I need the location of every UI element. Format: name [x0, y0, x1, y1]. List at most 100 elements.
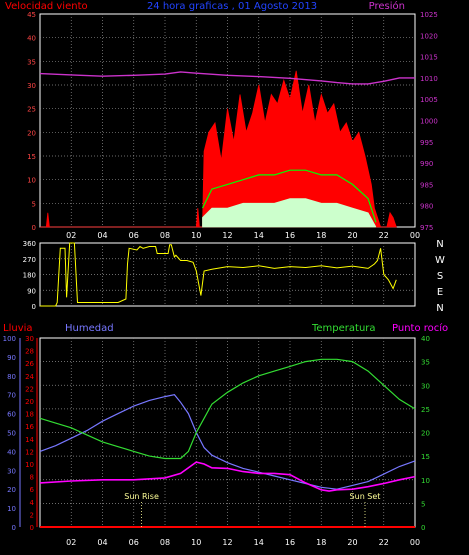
- direction-axis-tick: 270: [23, 256, 36, 264]
- wind-axis-tick: 45: [27, 11, 36, 19]
- temp-panel-x-tick: 22: [379, 538, 389, 547]
- temperature-axis-tick: 40: [421, 335, 430, 343]
- compass-letter: W: [435, 255, 445, 266]
- pressure-axis-tick: 995: [420, 139, 433, 147]
- pressure-axis-tick: 985: [420, 181, 433, 189]
- humidity-line: [39, 394, 416, 490]
- wind-panel-x-tick: 02: [66, 231, 76, 240]
- wind-direction-line: [40, 242, 397, 307]
- temp-panel-x-tick: 02: [66, 538, 76, 547]
- pressure-axis-tick: 1015: [420, 54, 438, 62]
- wind-panel-x-tick: 12: [222, 231, 232, 240]
- rain-axis-tick: 10: [25, 461, 34, 469]
- temp-panel-x-tick: 14: [254, 538, 264, 547]
- pressure-axis-tick: 1020: [420, 32, 438, 40]
- wind-panel-x-tick: 06: [129, 231, 139, 240]
- direction-axis-tick: 0: [32, 303, 36, 311]
- pressure-axis-tick: 980: [420, 203, 433, 211]
- humidity-axis-tick: 80: [7, 373, 16, 381]
- humidity-axis-tick: 30: [7, 467, 16, 475]
- wind-axis-tick: 5: [32, 200, 36, 208]
- humidity-axis-tick: 100: [3, 335, 16, 343]
- header-title: 24 hora graficas , 01 Agosto 2013: [147, 1, 317, 12]
- rain-axis-tick: 28: [25, 348, 34, 356]
- wind-axis-tick: 10: [27, 177, 36, 185]
- pressure-axis-tick: 1010: [420, 75, 438, 83]
- wind-axis-tick: 35: [27, 58, 36, 66]
- rain-axis-tick: 26: [25, 360, 34, 368]
- temp-panel-x-tick: 06: [129, 538, 139, 547]
- temp-panel-x-tick: 10: [191, 538, 201, 547]
- wind-panel-x-tick: 00: [410, 231, 420, 240]
- humidity-axis-tick: 0: [12, 524, 16, 532]
- wind-axis-tick: 25: [27, 106, 36, 114]
- temperature-axis-tick: 20: [421, 430, 430, 438]
- rain-axis-tick: 20: [25, 398, 34, 406]
- humidity-axis-tick: 10: [7, 505, 16, 513]
- dewpoint-line: [39, 461, 416, 492]
- wind-panel-x-tick: 16: [285, 231, 295, 240]
- temperature-axis-tick: 5: [421, 500, 425, 508]
- humidity-axis-tick: 20: [7, 486, 16, 494]
- humidity-axis-tick: 90: [7, 354, 16, 362]
- rain-axis-tick: 16: [25, 423, 34, 431]
- wind-panel-x-tick: 04: [97, 231, 107, 240]
- rain-axis-tick: 24: [25, 373, 34, 381]
- pressure-axis-tick: 1000: [420, 118, 438, 126]
- humidity-axis-tick: 60: [7, 411, 16, 419]
- pressure-axis-tick: 1005: [420, 96, 438, 104]
- wind-axis-tick: 15: [27, 153, 36, 161]
- wind-axis-tick: 20: [27, 129, 36, 137]
- gust-average-line: [201, 169, 377, 223]
- pressure-axis-tick: 975: [420, 224, 433, 232]
- direction-axis-tick: 360: [23, 240, 36, 248]
- humidity-axis-tick: 50: [7, 430, 16, 438]
- rain-axis-tick: 12: [25, 448, 34, 456]
- temperature-label: Temperatura: [311, 323, 376, 334]
- wind-panel-x-tick: 22: [379, 231, 389, 240]
- compass-letter: E: [437, 287, 443, 298]
- direction-axis-tick: 180: [23, 272, 36, 280]
- wind-panel-x-tick: 14: [254, 231, 264, 240]
- rain-axis-tick: 6: [30, 486, 35, 494]
- rain-axis-tick: 14: [25, 436, 34, 444]
- humidity-axis-tick: 40: [7, 448, 16, 456]
- sun-rise-label: Sun Rise: [124, 492, 159, 501]
- wind-axis-tick: 40: [27, 35, 36, 43]
- header-pressure-label: Presión: [369, 0, 405, 12]
- temperature-line: [39, 358, 416, 460]
- wind-axis-tick: 0: [32, 224, 36, 232]
- rain-label: Lluvia: [3, 323, 33, 334]
- wind-average-area: [202, 198, 377, 228]
- rain-axis-tick: 30: [25, 335, 34, 343]
- wind-panel-x-tick: 08: [160, 231, 170, 240]
- temp-panel-x-tick: 00: [410, 538, 420, 547]
- wind-speed-area: [40, 70, 397, 228]
- rain-axis-tick: 2: [30, 511, 34, 519]
- temp-panel-x-tick: 20: [347, 538, 357, 547]
- humidity-label: Humedad: [65, 323, 114, 334]
- temperature-axis-tick: 25: [421, 406, 430, 414]
- rain-axis-tick: 4: [30, 499, 35, 507]
- wind-panel-x-tick: 10: [191, 231, 201, 240]
- temperature-axis-tick: 30: [421, 382, 430, 390]
- pressure-axis-tick: 1025: [420, 11, 438, 19]
- temp-panel-x-tick: 18: [316, 538, 326, 547]
- humidity-axis-tick: 70: [7, 392, 16, 400]
- temp-panel-x-tick: 12: [222, 538, 232, 547]
- wind-panel-x-tick: 18: [316, 231, 326, 240]
- compass-letter: S: [437, 271, 443, 282]
- pressure-axis-tick: 990: [420, 160, 433, 168]
- temp-panel-x-tick: 08: [160, 538, 170, 547]
- wind-axis-tick: 30: [27, 82, 36, 90]
- temp-panel-x-tick: 16: [285, 538, 295, 547]
- rain-axis-tick: 8: [30, 474, 34, 482]
- dewpoint-label: Punto rocío: [392, 322, 448, 334]
- rain-axis-tick: 18: [25, 411, 34, 419]
- wind-panel-x-tick: 20: [347, 231, 357, 240]
- header-wind-label: Velocidad viento: [5, 1, 88, 12]
- temperature-axis-tick: 35: [421, 359, 430, 367]
- rain-axis-tick: 22: [25, 385, 34, 393]
- temperature-axis-tick: 10: [421, 477, 430, 485]
